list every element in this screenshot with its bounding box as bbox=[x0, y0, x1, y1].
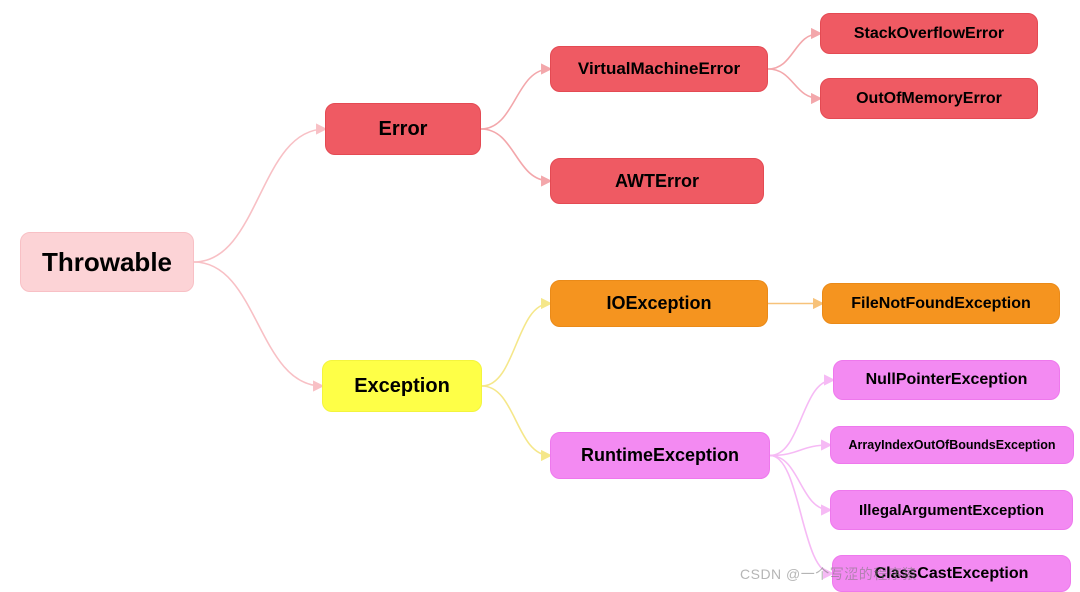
node-oome: OutOfMemoryError bbox=[820, 78, 1038, 119]
edge-error-vme bbox=[481, 69, 550, 129]
edge-throwable-error bbox=[194, 129, 325, 262]
node-fnfe: FileNotFoundException bbox=[822, 283, 1060, 324]
edge-throwable-exception bbox=[194, 262, 322, 386]
node-throwable: Throwable bbox=[20, 232, 194, 292]
watermark-text: CSDN @一个写涩的程序猿 bbox=[740, 564, 917, 584]
node-vme: VirtualMachineError bbox=[550, 46, 768, 92]
edge-rtex-cce bbox=[770, 456, 832, 574]
node-rtex: RuntimeException bbox=[550, 432, 770, 479]
node-iae: IllegalArgumentException bbox=[830, 490, 1073, 530]
node-aiobe: ArrayIndexOutOfBoundsException bbox=[830, 426, 1074, 464]
edge-rtex-npe bbox=[770, 380, 833, 456]
edge-vme-sofe bbox=[768, 34, 820, 70]
node-awterr: AWTError bbox=[550, 158, 764, 204]
edge-rtex-iae bbox=[770, 456, 830, 511]
node-npe: NullPointerException bbox=[833, 360, 1060, 400]
edge-vme-oome bbox=[768, 69, 820, 99]
node-error: Error bbox=[325, 103, 481, 155]
edge-error-awterr bbox=[481, 129, 550, 181]
node-ioex: IOException bbox=[550, 280, 768, 327]
edge-rtex-aiobe bbox=[770, 445, 830, 456]
edge-exception-ioex bbox=[482, 304, 550, 387]
edge-exception-rtex bbox=[482, 386, 550, 456]
node-sofe: StackOverflowError bbox=[820, 13, 1038, 54]
node-exception: Exception bbox=[322, 360, 482, 412]
